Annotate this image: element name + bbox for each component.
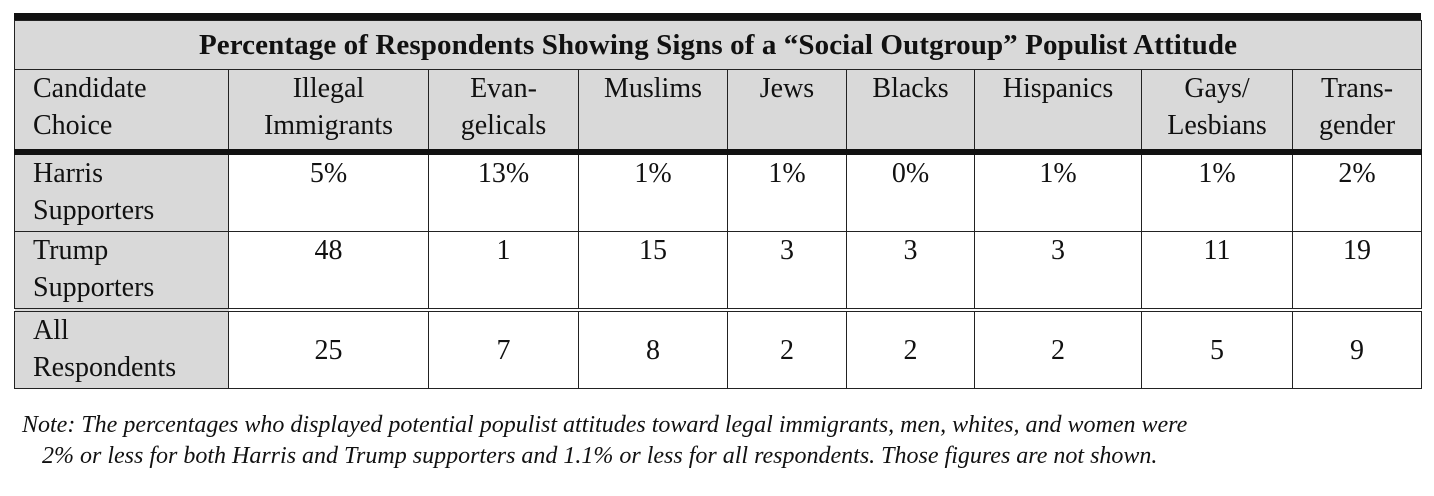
table-cell: 7 — [428, 308, 579, 389]
col-header-muslims: Muslims — [578, 69, 728, 155]
table-cell: 2% — [1291, 151, 1423, 232]
col-header-gays-lesbians: Gays/ Lesbians — [1141, 69, 1293, 155]
table-title: Percentage of Respondents Showing Signs … — [13, 20, 1423, 70]
table-row-trump: Trump Supporters 48 1 15 3 3 3 11 19 — [14, 231, 1423, 311]
table-cell: 5% — [228, 151, 429, 232]
table-note: Note: The percentages who displayed pote… — [22, 410, 1427, 472]
table-cell: 1% — [578, 151, 728, 232]
table-cell: 8 — [578, 308, 728, 389]
table-cell: 0% — [846, 151, 975, 232]
col-header-illegal-immigrants: Illegal Immigrants — [228, 69, 429, 155]
table-cell: 1% — [1141, 151, 1293, 232]
row-label-trump: Trump Supporters — [14, 231, 229, 311]
table-cell: 25 — [228, 308, 429, 389]
row-header-label: Candidate Choice — [14, 69, 229, 155]
table-cell: 3 — [974, 231, 1142, 311]
table-cell: 5 — [1141, 308, 1293, 389]
data-table: Percentage of Respondents Showing Signs … — [13, 20, 1423, 389]
row-label-harris: Harris Supporters — [14, 151, 229, 232]
table-cell: 19 — [1291, 231, 1423, 311]
top-rule — [14, 13, 1421, 20]
col-header-jews: Jews — [727, 69, 847, 155]
table-cell: 1% — [974, 151, 1142, 232]
col-header-transgender: Trans- gender — [1291, 69, 1423, 155]
table-cell: 2 — [974, 308, 1142, 389]
table-row-harris: Harris Supporters 5% 13% 1% 1% 0% 1% 1% … — [14, 151, 1423, 232]
row-label-all: All Respondents — [14, 308, 229, 389]
table-cell: 2 — [727, 308, 847, 389]
table-cell: 9 — [1291, 308, 1423, 389]
note-line-2: 2% or less for both Harris and Trump sup… — [42, 443, 1158, 469]
col-header-hispanics: Hispanics — [974, 69, 1142, 155]
table-row-all: All Respondents 25 7 8 2 2 2 5 9 — [14, 308, 1423, 389]
table-cell: 13% — [428, 151, 579, 232]
table-cell: 3 — [846, 231, 975, 311]
col-header-blacks: Blacks — [846, 69, 975, 155]
note-line-1: Note: The percentages who displayed pote… — [22, 412, 1188, 438]
table-cell: 1% — [727, 151, 847, 232]
table-cell: 48 — [228, 231, 429, 311]
header-row: Candidate Choice Illegal Immigrants Evan… — [14, 69, 1423, 155]
table-cell: 2 — [846, 308, 975, 389]
table-cell: 11 — [1141, 231, 1293, 311]
table-cell: 15 — [578, 231, 728, 311]
col-header-evangelicals: Evan- gelicals — [428, 69, 579, 155]
table-cell: 3 — [727, 231, 847, 311]
table-cell: 1 — [428, 231, 579, 311]
